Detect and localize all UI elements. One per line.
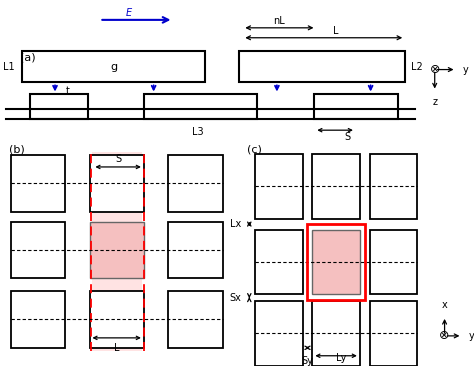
Text: y: y	[462, 64, 468, 75]
Bar	[90, 155, 144, 212]
Text: x: x	[442, 300, 447, 310]
Bar	[10, 155, 65, 212]
Bar	[255, 301, 302, 366]
Text: L: L	[114, 343, 120, 353]
Bar	[314, 95, 398, 119]
Bar	[239, 51, 405, 82]
Text: S: S	[115, 154, 121, 164]
Bar	[144, 95, 257, 119]
Bar	[370, 301, 417, 366]
Bar	[168, 291, 223, 348]
Bar	[312, 301, 360, 366]
Text: L: L	[333, 26, 339, 36]
Text: L2: L2	[411, 61, 423, 72]
Text: Sy: Sy	[301, 356, 313, 366]
Bar	[90, 222, 144, 278]
Text: L3: L3	[192, 127, 204, 137]
Text: t: t	[66, 86, 70, 96]
Text: g: g	[110, 61, 118, 72]
Bar	[370, 230, 417, 294]
Bar	[312, 230, 360, 294]
Bar	[168, 155, 223, 212]
Bar	[22, 51, 205, 82]
Bar	[308, 224, 365, 300]
Text: y: y	[468, 331, 474, 341]
Bar	[312, 154, 360, 219]
Text: ⊗: ⊗	[439, 329, 450, 342]
Text: (a): (a)	[20, 53, 36, 63]
Bar	[255, 230, 302, 294]
Text: ⊗: ⊗	[429, 63, 440, 76]
Text: (c): (c)	[247, 144, 262, 154]
Bar	[10, 222, 65, 278]
Text: nL: nL	[273, 16, 285, 26]
Text: (b): (b)	[9, 144, 25, 154]
Bar	[168, 222, 223, 278]
Bar	[30, 95, 88, 119]
Bar	[370, 154, 417, 219]
Bar	[92, 152, 142, 351]
Bar	[255, 154, 302, 219]
Text: L1: L1	[3, 61, 15, 72]
Text: S: S	[345, 132, 351, 142]
Bar	[90, 291, 144, 348]
Text: Sx: Sx	[229, 293, 241, 302]
Bar	[10, 291, 65, 348]
Text: z: z	[432, 98, 437, 107]
Text: E: E	[126, 8, 132, 18]
Text: Ly: Ly	[336, 353, 346, 363]
Text: Lx: Lx	[230, 219, 241, 229]
